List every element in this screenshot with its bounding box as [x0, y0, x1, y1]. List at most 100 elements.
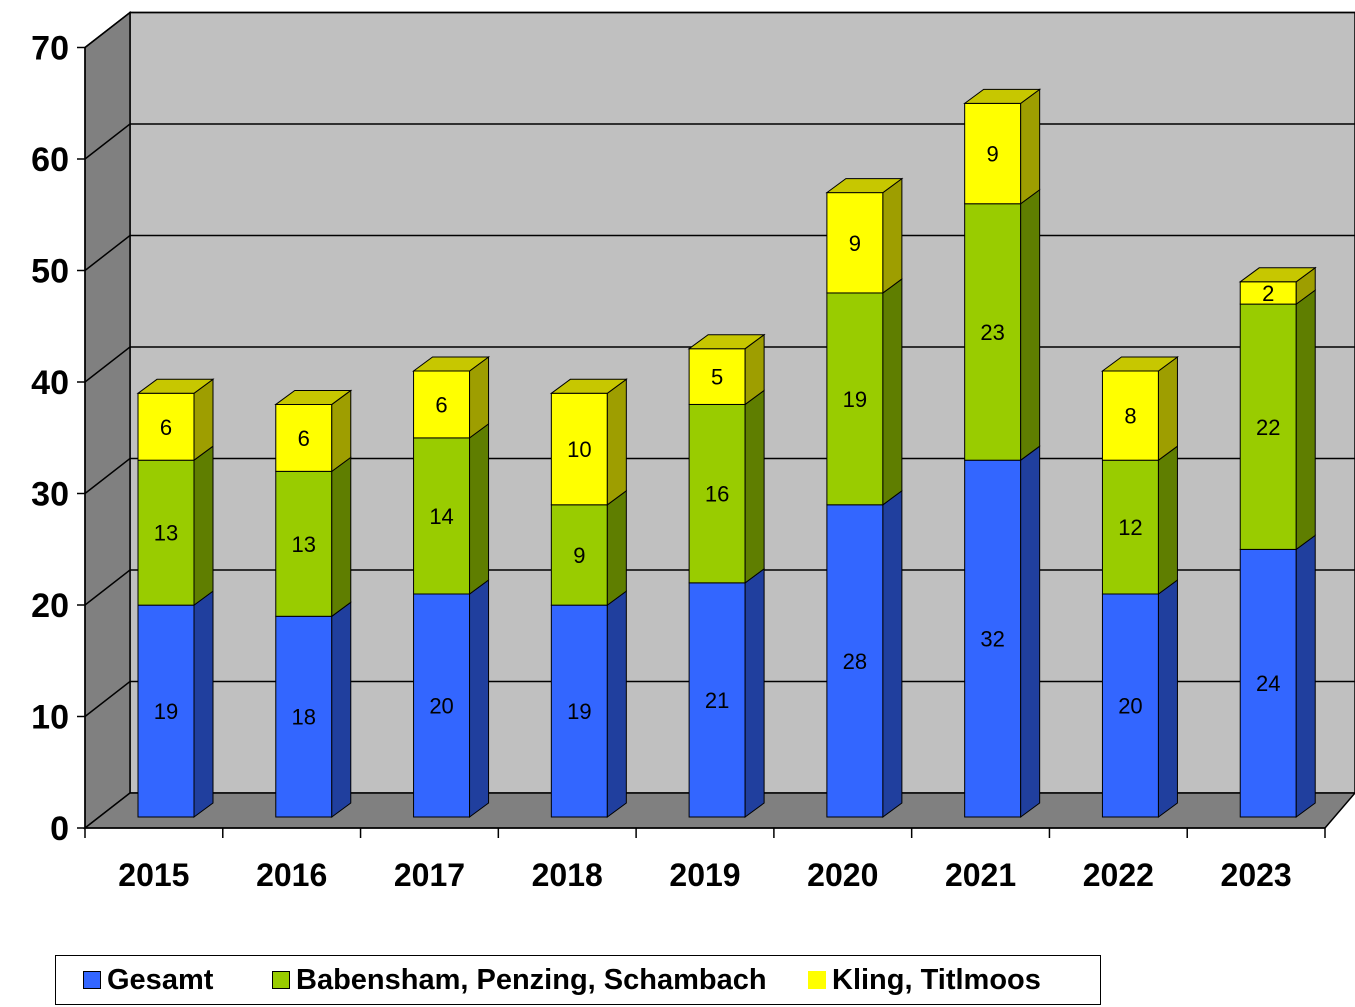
data-label: 2	[1262, 281, 1274, 306]
bar-front	[550, 504, 608, 606]
bar-front	[964, 203, 1022, 461]
data-label: 24	[1256, 671, 1280, 696]
data-label: 5	[711, 365, 723, 390]
x-tick-label: 2016	[256, 857, 327, 893]
x-tick-label: 2023	[1221, 857, 1292, 893]
bar-segment	[687, 333, 766, 406]
data-label: 18	[292, 705, 316, 730]
x-tick-label: 2017	[394, 857, 465, 893]
bar-segment	[826, 277, 903, 506]
data-label: 6	[160, 415, 172, 440]
side-wall	[84, 10, 131, 830]
data-label: 9	[573, 543, 585, 568]
bar-segment	[1239, 289, 1316, 551]
y-tick-label: 30	[31, 476, 69, 514]
legend: Gesamt Babensham, Penzing, Schambach Kli…	[55, 955, 1101, 1005]
bar-side	[606, 590, 627, 818]
bar-segment	[549, 378, 628, 506]
bar-side	[193, 590, 214, 818]
data-label: 20	[1118, 694, 1142, 719]
bar-side	[1157, 356, 1178, 462]
legend-swatch	[83, 971, 101, 989]
x-tick-label: 2019	[669, 857, 740, 893]
gridlines	[84, 11, 1355, 718]
bar-side	[193, 445, 214, 607]
gridline	[84, 569, 1355, 606]
bar-segment	[1238, 266, 1317, 306]
bar-side	[1295, 289, 1316, 551]
bar-side	[469, 579, 490, 818]
bar-side	[744, 567, 765, 818]
bar-side	[744, 389, 765, 584]
bar-top	[274, 389, 353, 405]
gridline	[84, 680, 1355, 718]
data-label: 6	[298, 426, 310, 451]
legend-swatch	[808, 971, 826, 989]
legend-item-gesamt: Gesamt	[83, 963, 214, 996]
bar-segment	[275, 456, 352, 618]
bar-top	[1100, 356, 1179, 372]
bar-side	[882, 277, 903, 506]
bar-front	[275, 470, 333, 617]
bar-front	[137, 392, 195, 461]
bar-side	[331, 601, 352, 818]
y-tick-label: 0	[50, 810, 69, 848]
data-label: 8	[1124, 404, 1136, 429]
bar-front	[550, 604, 608, 818]
bar-side	[882, 177, 903, 294]
bar-side	[1157, 445, 1178, 595]
bar-top	[963, 88, 1042, 104]
bar-segment	[826, 489, 903, 818]
data-label: 13	[154, 521, 178, 546]
legend-item-babensham: Babensham, Penzing, Schambach	[272, 963, 767, 996]
bar-top	[1238, 267, 1317, 283]
data-label: 13	[292, 532, 316, 557]
bar-segment	[137, 445, 214, 607]
data-label: 16	[705, 482, 729, 507]
bar-segment	[964, 445, 1041, 818]
bar-side	[882, 489, 903, 818]
bar-top	[687, 334, 766, 350]
data-label: 9	[849, 231, 861, 256]
data-label: 19	[843, 387, 867, 412]
x-tick-label: 2015	[118, 857, 189, 893]
data-label: 12	[1118, 515, 1142, 540]
gridline	[84, 234, 1355, 272]
bar-side	[1020, 445, 1041, 818]
y-tick-label: 10	[31, 699, 69, 737]
bar-side	[469, 422, 490, 595]
bar-segment	[688, 567, 765, 818]
bar-segment	[550, 590, 627, 818]
legend-label: Kling, Titlmoos	[832, 963, 1041, 996]
legend-label: Babensham, Penzing, Schambach	[296, 963, 767, 996]
bar-front	[1101, 459, 1159, 595]
bar-front	[413, 437, 471, 595]
data-label: 6	[435, 392, 447, 417]
bar-side	[1295, 534, 1316, 818]
data-label: 19	[154, 699, 178, 724]
gridline	[84, 11, 1355, 49]
y-tick-label: 50	[31, 253, 69, 291]
bar-front	[413, 593, 471, 818]
bar-segment	[136, 378, 215, 462]
bar-top	[549, 378, 628, 394]
bar-front	[964, 102, 1022, 205]
bar-side	[606, 489, 627, 607]
data-label: 22	[1256, 415, 1280, 440]
y-tick-label: 70	[31, 30, 69, 68]
bar-segment	[963, 88, 1042, 205]
bar-front	[826, 192, 884, 294]
bar-front	[1101, 593, 1159, 818]
x-tick-label: 2021	[945, 857, 1016, 893]
y-axis: 0 10 20 30 40 50 60 70	[31, 30, 86, 848]
bar-side	[606, 378, 627, 506]
data-label: 9	[987, 142, 999, 167]
data-label: 32	[980, 627, 1004, 652]
bar-front	[688, 348, 746, 405]
legend-label: Gesamt	[107, 963, 214, 996]
bar-segment	[688, 389, 765, 584]
bar-side	[1020, 188, 1041, 462]
y-tick-label: 60	[31, 141, 69, 179]
bar-segment	[275, 601, 352, 818]
